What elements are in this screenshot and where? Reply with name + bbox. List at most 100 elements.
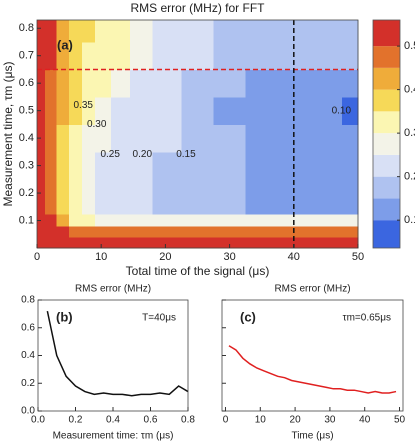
contour-cell xyxy=(341,96,359,125)
contour-cell xyxy=(152,199,183,215)
contour-cell xyxy=(152,213,183,227)
y-tick-label: 0.8 xyxy=(19,22,34,34)
x-tick-label: 30 xyxy=(324,415,336,426)
contour-cell xyxy=(213,199,247,215)
x-tick-label: 0.6 xyxy=(144,415,158,426)
contour-cell xyxy=(37,213,46,227)
contour-cell xyxy=(69,226,83,238)
contour-cell xyxy=(110,41,131,71)
contour-cell xyxy=(341,199,359,215)
contour-cell xyxy=(213,226,247,238)
contour-cell xyxy=(341,124,359,153)
contour-cell xyxy=(37,199,46,215)
contour-cell xyxy=(56,69,70,98)
colorbar-tick-label: 0.5 xyxy=(404,40,415,52)
data-line xyxy=(46,310,189,397)
colorbar-band xyxy=(373,154,400,177)
contour-cell xyxy=(213,41,247,71)
contour-cell xyxy=(56,41,70,71)
contour-cell xyxy=(94,124,112,153)
contour-cell xyxy=(152,237,183,249)
contour-cell xyxy=(152,124,183,153)
colorbar-tick-label: 0.2 xyxy=(404,171,415,183)
contour-cell xyxy=(181,151,215,180)
y-tick-label: 0.3 xyxy=(19,159,34,171)
contour-cell xyxy=(213,179,247,201)
contour-label: 0.35 xyxy=(73,100,93,111)
panel-label: (b) xyxy=(56,309,73,324)
contour-cell xyxy=(81,124,96,153)
contour-cell xyxy=(277,124,311,153)
y-tick-label: 0.5 xyxy=(19,105,34,117)
x-tick-label: 40 xyxy=(288,251,300,263)
contour-cell xyxy=(110,226,131,238)
contour-label: 0.15 xyxy=(176,149,196,160)
chart-title: RMS error (MHz) for FFT xyxy=(131,1,266,15)
contour-cell xyxy=(81,213,96,227)
contour-cell xyxy=(56,124,70,153)
x-tick-label: 0.8 xyxy=(181,415,195,426)
annotation: T=40μs xyxy=(142,313,176,324)
contour-cell xyxy=(245,237,279,249)
contour-cell xyxy=(309,96,343,125)
contour-cell xyxy=(341,237,359,249)
y-tick-label: 0.6 xyxy=(19,77,34,89)
contour-cell xyxy=(110,199,131,215)
contour-cell xyxy=(81,237,96,249)
contour-cell xyxy=(45,179,57,201)
contour-cell xyxy=(309,69,343,98)
colorbar-band xyxy=(373,198,400,221)
contour-cell xyxy=(130,96,154,125)
contour-cell xyxy=(341,41,359,71)
contour-cell xyxy=(130,69,154,98)
contour-cell xyxy=(130,199,154,215)
contour-cell xyxy=(37,151,46,180)
contour-cell xyxy=(130,237,154,249)
contour-cell xyxy=(110,151,131,180)
contour-cell xyxy=(37,41,46,71)
contour-label: 0.30 xyxy=(87,119,107,130)
contour-cell xyxy=(69,151,83,180)
contour-cell xyxy=(45,237,57,249)
contour-cell xyxy=(37,96,46,125)
contour-cell xyxy=(94,151,112,180)
contour-cell xyxy=(56,179,70,201)
y-tick-label: 0.0 xyxy=(21,406,35,417)
colorbar-band xyxy=(373,46,400,68)
y-tick-label: 0.1 xyxy=(19,214,34,226)
contour-cell xyxy=(45,199,57,215)
contour-cell xyxy=(309,20,343,43)
contour-cell xyxy=(213,124,247,153)
contour-cell xyxy=(81,69,96,98)
contour-cell xyxy=(277,237,311,249)
contour-cell xyxy=(81,151,96,180)
contour-cell xyxy=(56,237,70,249)
contour-cell xyxy=(69,237,83,249)
contour-cell xyxy=(45,151,57,180)
contour-label: 0.10 xyxy=(332,105,352,116)
contour-cell xyxy=(56,213,70,227)
contour-cell xyxy=(245,96,279,125)
colorbar-band xyxy=(373,220,400,248)
contour-cell xyxy=(152,179,183,201)
plot-frame xyxy=(36,19,359,249)
panel-label: (c) xyxy=(240,309,256,324)
contour-cell xyxy=(245,213,279,227)
x-tick-label: 0 xyxy=(34,251,40,263)
contour-cell xyxy=(37,179,46,201)
x-tick-label: 20 xyxy=(290,415,302,426)
contour-cell xyxy=(341,179,359,201)
contour-cell xyxy=(341,69,359,98)
contour-cell xyxy=(130,124,154,153)
y-tick-label: 0.4 xyxy=(19,132,34,144)
contour-cell xyxy=(130,179,154,201)
contour-cell xyxy=(309,226,343,238)
contour-cell xyxy=(94,199,112,215)
x-tick-label: 0.4 xyxy=(106,415,120,426)
contour-cell xyxy=(69,213,83,227)
contour-cell xyxy=(309,199,343,215)
contour-cell xyxy=(56,151,70,180)
contour-cell xyxy=(213,96,247,125)
contour-cell xyxy=(81,179,96,201)
